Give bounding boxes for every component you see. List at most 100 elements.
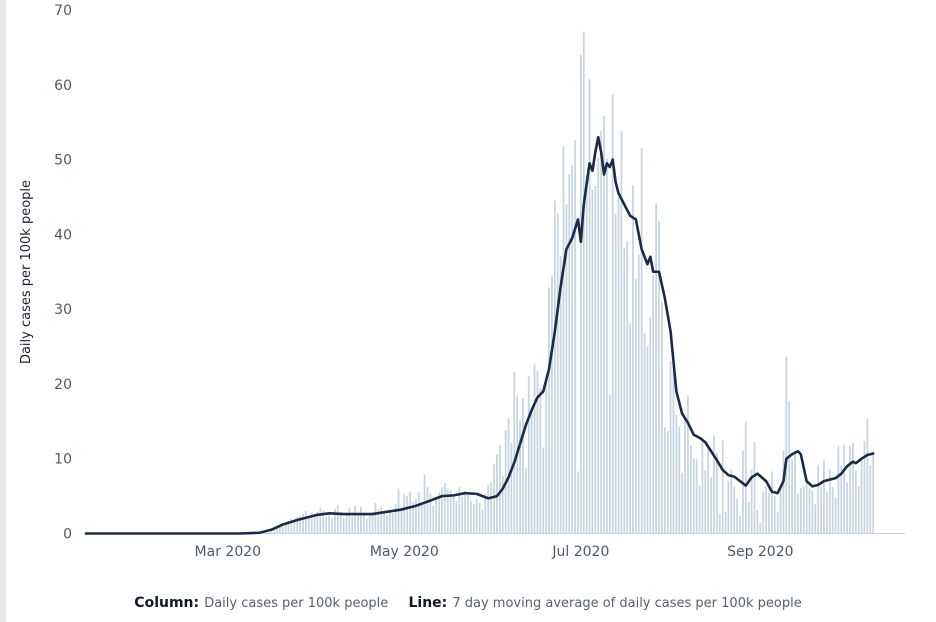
daily-cases-bar bbox=[368, 515, 371, 534]
daily-cases-bar bbox=[854, 470, 857, 534]
daily-cases-bar bbox=[331, 518, 333, 534]
daily-cases-bar bbox=[684, 419, 686, 534]
daily-cases-bar bbox=[470, 500, 472, 534]
y-tick-label: 0 bbox=[63, 527, 72, 543]
daily-cases-bar bbox=[765, 486, 767, 534]
daily-cases-bar bbox=[603, 116, 605, 534]
daily-cases-bar bbox=[438, 492, 440, 534]
daily-cases-bar bbox=[843, 444, 846, 534]
daily-cases-bar bbox=[305, 511, 307, 534]
daily-cases-bar bbox=[339, 511, 342, 534]
daily-cases-bar bbox=[351, 516, 354, 534]
daily-cases-bar bbox=[371, 511, 374, 534]
daily-cases-bar bbox=[597, 158, 600, 534]
left-edge-rule bbox=[0, 0, 6, 622]
daily-cases-bar bbox=[834, 497, 837, 534]
daily-cases-bar bbox=[788, 401, 791, 534]
daily-cases-bar bbox=[354, 505, 357, 534]
daily-cases-bar bbox=[365, 518, 368, 534]
daily-cases-bar bbox=[533, 364, 536, 534]
daily-cases-bar bbox=[724, 511, 727, 534]
daily-cases-bar bbox=[281, 526, 284, 534]
daily-cases-bar bbox=[857, 486, 860, 534]
daily-cases-bar bbox=[831, 487, 834, 534]
daily-cases-bar bbox=[817, 464, 820, 534]
daily-cases-bar bbox=[568, 174, 571, 534]
daily-cases-bar bbox=[510, 443, 513, 534]
daily-cases-bar bbox=[579, 54, 582, 534]
daily-cases-bar bbox=[362, 512, 365, 534]
daily-cases-bar bbox=[794, 450, 796, 534]
y-tick-label: 30 bbox=[54, 302, 72, 318]
daily-cases-bar bbox=[629, 323, 631, 534]
daily-cases-bar bbox=[802, 486, 805, 534]
daily-cases-bar bbox=[672, 369, 675, 534]
daily-cases-bar bbox=[302, 514, 304, 534]
daily-cases-bar bbox=[357, 514, 359, 534]
daily-cases-bar bbox=[342, 517, 345, 534]
daily-cases-bar bbox=[863, 440, 866, 534]
daily-cases-bar bbox=[412, 502, 414, 534]
daily-cases-bar bbox=[383, 511, 385, 534]
daily-cases-bar bbox=[776, 511, 779, 534]
daily-cases-bar bbox=[600, 131, 603, 534]
x-tick-label: Jul 2020 bbox=[551, 544, 609, 560]
y-tick-label: 50 bbox=[54, 153, 72, 169]
daily-cases-bar bbox=[551, 276, 553, 534]
daily-cases-bar bbox=[415, 499, 417, 534]
daily-cases-bar bbox=[823, 460, 825, 534]
daily-cases-bar bbox=[496, 454, 498, 534]
daily-cases-bar bbox=[637, 254, 640, 534]
daily-cases-bar bbox=[478, 502, 481, 534]
x-tick-label: May 2020 bbox=[370, 544, 439, 560]
daily-cases-bar bbox=[713, 435, 715, 534]
daily-cases-bar bbox=[441, 487, 443, 534]
daily-cases-bar bbox=[782, 450, 785, 534]
daily-cases-bar bbox=[608, 394, 611, 534]
daily-cases-bar bbox=[380, 506, 383, 534]
daily-cases-bar bbox=[828, 469, 831, 534]
daily-cases-bar bbox=[475, 499, 478, 534]
daily-cases-bar bbox=[310, 512, 313, 534]
daily-cases-bar bbox=[770, 471, 773, 534]
daily-cases-bar bbox=[695, 459, 698, 534]
daily-cases-bar bbox=[519, 420, 521, 534]
daily-cases-bar bbox=[406, 496, 409, 534]
daily-cases-bar bbox=[582, 31, 585, 534]
daily-cases-bar bbox=[307, 517, 310, 534]
daily-cases-bar bbox=[594, 185, 597, 534]
daily-cases-bar bbox=[539, 388, 542, 534]
daily-cases-bar bbox=[276, 528, 278, 534]
daily-cases-bar bbox=[820, 486, 822, 534]
daily-cases-bar bbox=[632, 185, 634, 534]
y-tick-label: 20 bbox=[54, 377, 72, 393]
daily-cases-bar bbox=[524, 468, 527, 534]
daily-cases-bar bbox=[493, 463, 495, 534]
daily-cases-bar bbox=[704, 470, 707, 534]
column-series bbox=[270, 31, 875, 534]
daily-cases-bar bbox=[614, 214, 617, 534]
daily-cases-bar bbox=[747, 502, 750, 534]
daily-cases-bar bbox=[681, 472, 684, 534]
daily-cases-bar bbox=[319, 508, 322, 534]
daily-cases-bar bbox=[661, 301, 663, 534]
daily-cases-bar bbox=[458, 487, 461, 534]
daily-cases-bar bbox=[417, 492, 420, 534]
daily-cases-bar bbox=[284, 523, 287, 534]
daily-cases-bar bbox=[678, 426, 681, 534]
daily-cases-bar bbox=[386, 515, 388, 534]
daily-cases-bar bbox=[663, 427, 666, 534]
daily-cases-bar bbox=[617, 196, 620, 534]
daily-cases-bar bbox=[753, 441, 756, 534]
daily-cases-bar bbox=[814, 504, 817, 534]
daily-cases-bar bbox=[536, 371, 539, 534]
daily-cases-bar bbox=[773, 496, 776, 534]
daily-cases-bar bbox=[527, 375, 530, 534]
daily-cases-bar bbox=[360, 506, 362, 534]
daily-cases-bar bbox=[689, 445, 692, 534]
daily-cases-bar bbox=[481, 509, 484, 534]
daily-cases-bar bbox=[655, 203, 658, 534]
chart-legend: Column: Daily cases per 100k people Line… bbox=[0, 592, 936, 611]
daily-cases-bar bbox=[733, 486, 736, 534]
